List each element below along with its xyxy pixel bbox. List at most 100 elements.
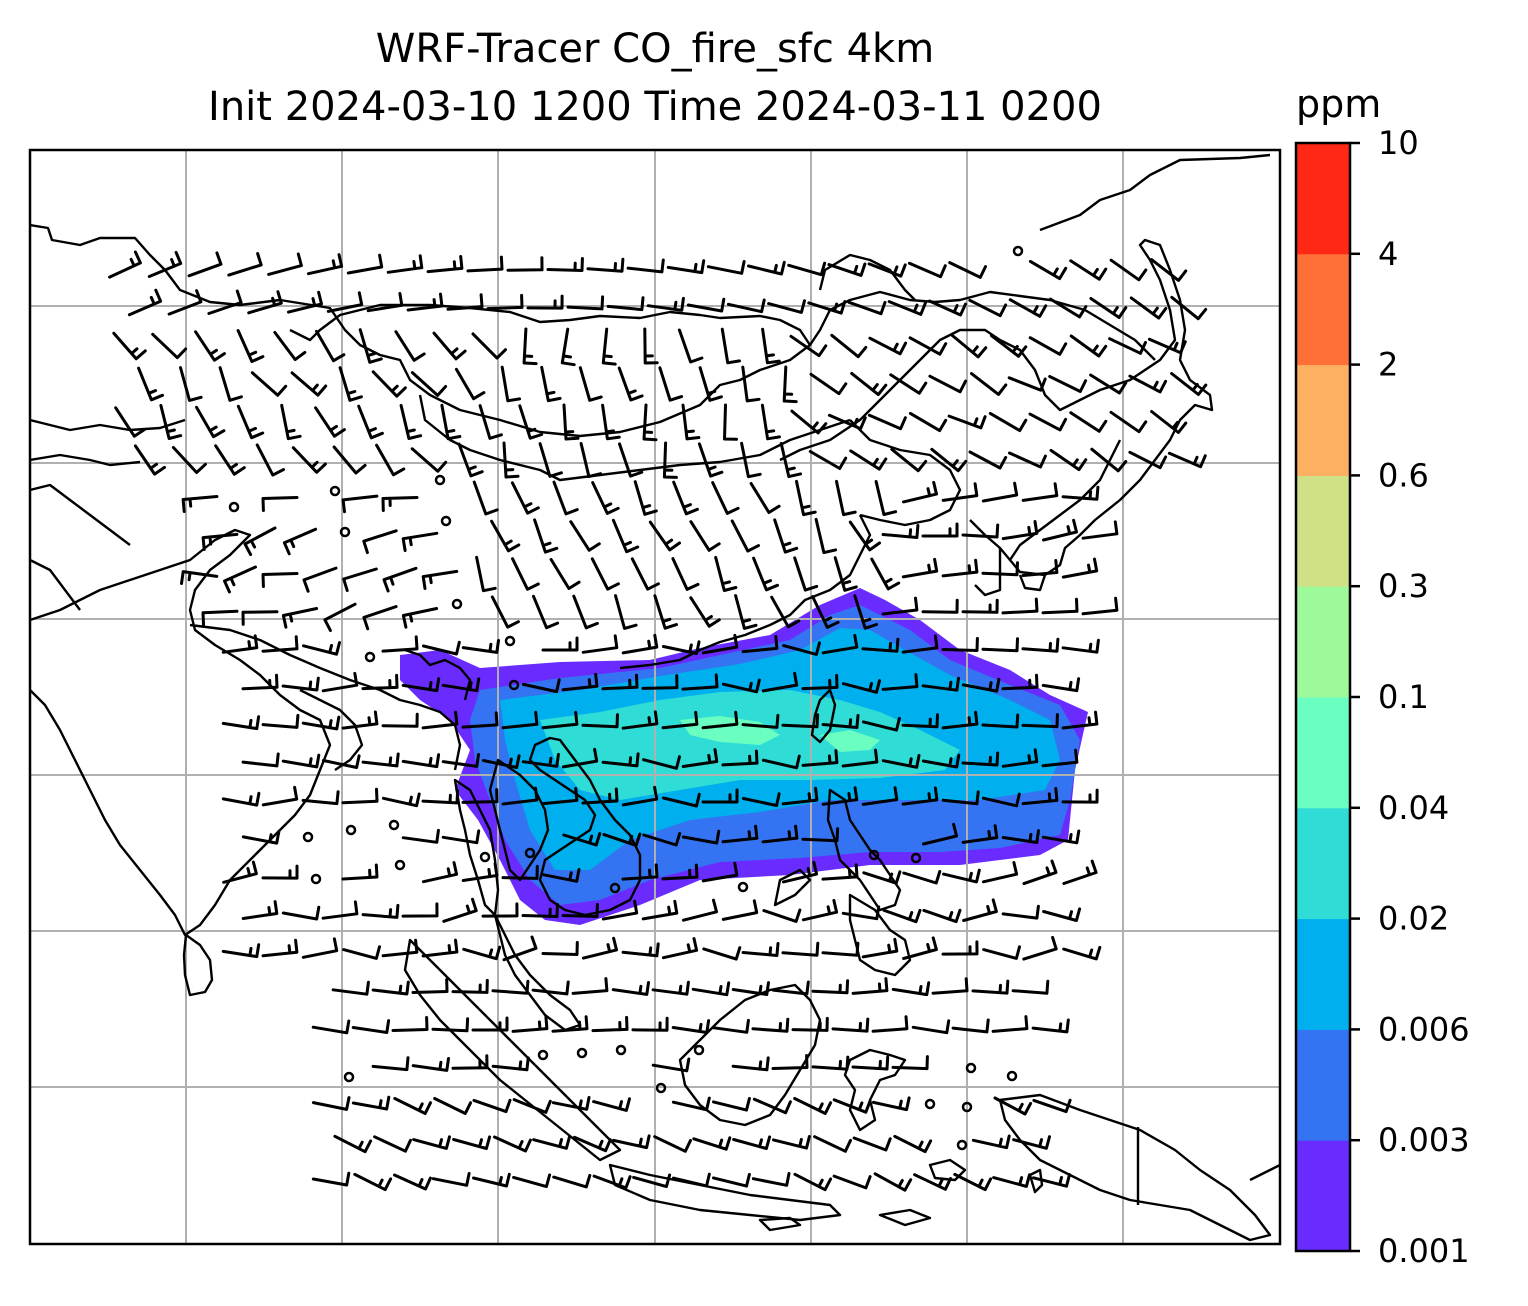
wind-barb [572, 594, 599, 630]
map-area [30, 150, 1280, 1244]
calm-wind-circle [228, 501, 240, 513]
wind-barb [273, 330, 307, 362]
wind-barb [881, 673, 919, 691]
wind-barb [747, 260, 786, 276]
wind-barb [502, 935, 538, 962]
wind-barb [546, 257, 584, 272]
wind-barb [591, 1015, 629, 1033]
wind-barb [908, 336, 948, 356]
wind-barb [411, 1057, 450, 1072]
wind-barb [993, 1096, 1033, 1116]
wind-barb [751, 1172, 791, 1187]
wind-barb [501, 864, 539, 880]
calm-wind-circle [655, 1082, 667, 1094]
wind-barb [791, 1016, 829, 1032]
wind-barb [642, 755, 681, 770]
wind-barb [1021, 559, 1059, 577]
wind-barb [421, 710, 459, 730]
wind-barb [236, 329, 265, 363]
wind-barb [1062, 859, 1098, 885]
wind-barb [381, 496, 419, 512]
wind-barb [1062, 945, 1102, 961]
wind-barb [793, 1097, 833, 1115]
colorbar-title: ppm [1296, 82, 1382, 126]
wind-barb [981, 637, 1019, 653]
wind-barb [291, 446, 327, 474]
wind-barb [732, 1135, 772, 1150]
wind-barb [821, 633, 859, 655]
wind-barb [1069, 334, 1108, 358]
wind-barb [672, 480, 699, 516]
wind-barb [961, 598, 999, 614]
wind-barb [681, 403, 701, 441]
wind-barb [782, 641, 821, 656]
wind-barb [1150, 258, 1188, 282]
calm-wind-circle [508, 679, 520, 691]
wind-barb [341, 494, 379, 514]
wind-barb [781, 786, 819, 806]
wind-barb [261, 785, 299, 807]
wind-barb [827, 413, 867, 431]
wind-barb [626, 258, 665, 274]
wind-barb [601, 673, 639, 691]
wind-barb [490, 519, 521, 553]
wind-barb [218, 366, 243, 402]
wind-barb [592, 1097, 631, 1112]
wind-barb [601, 327, 617, 366]
wind-barb [901, 786, 939, 806]
wind-barb [401, 607, 439, 629]
wind-barb [621, 942, 660, 958]
wind-barb [752, 556, 779, 592]
wind-barb [760, 403, 781, 441]
wind-barb [569, 520, 601, 552]
wind-barb [771, 1054, 809, 1070]
wind-barb [421, 569, 459, 590]
wind-barb [454, 367, 486, 401]
wind-barb [721, 678, 761, 694]
calm-wind-circle [310, 873, 322, 885]
wind-barb [1022, 935, 1058, 961]
wind-barb [180, 570, 219, 585]
wind-barb [861, 937, 899, 959]
wind-barb [1022, 859, 1058, 886]
wind-barb [127, 288, 163, 317]
wind-barb [941, 710, 979, 730]
wind-barb [691, 981, 731, 997]
wind-barb [871, 1015, 909, 1033]
wind-barb [533, 518, 559, 554]
wind-barb [701, 633, 739, 655]
wind-barb [1021, 713, 1059, 729]
wind-barb [1041, 748, 1079, 768]
wind-barb [731, 1056, 770, 1072]
calm-wind-circle [693, 1044, 705, 1056]
wind-barb [853, 594, 879, 630]
wind-barb [666, 259, 706, 275]
wind-barb [287, 290, 323, 314]
wind-barb [1061, 638, 1100, 654]
wind-barb [741, 792, 781, 807]
wind-barb [1041, 677, 1081, 693]
wind-barb [653, 1135, 692, 1153]
wind-barb [782, 365, 798, 404]
wind-barb [889, 373, 928, 395]
wind-barb [890, 447, 928, 473]
wind-barb [221, 791, 261, 807]
wind-barb [321, 754, 361, 769]
wind-barb [227, 252, 263, 277]
calm-wind-circle [434, 474, 446, 486]
wind-barb [493, 1135, 532, 1153]
wind-barb [326, 291, 364, 313]
wind-barb [893, 1134, 933, 1154]
colorbar-tick-label: 0.6 [1378, 456, 1429, 494]
wind-barb [281, 753, 321, 769]
wind-barb [770, 595, 801, 629]
wind-barb [181, 495, 219, 513]
wind-barb [561, 903, 599, 918]
wind-barb [321, 671, 359, 693]
wind-barb [581, 634, 619, 654]
wind-barb [1069, 259, 1108, 281]
wind-barb [671, 557, 700, 591]
wind-barb [730, 519, 760, 553]
wind-barb [472, 1172, 511, 1188]
wind-barb [808, 450, 848, 470]
